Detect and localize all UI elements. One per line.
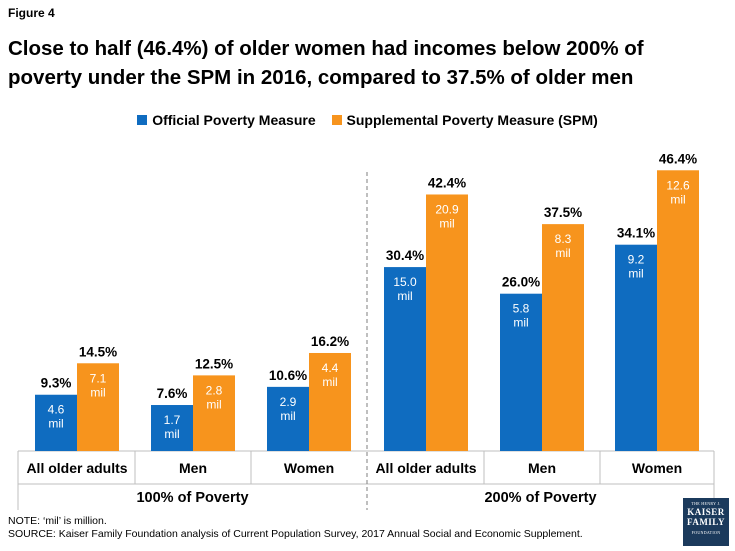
count-label-spm-0: 7.1 bbox=[90, 371, 107, 385]
group-label-1: 200% of Poverty bbox=[484, 490, 596, 506]
bar-spm-1 bbox=[193, 375, 235, 451]
chart-title-line-1: Close to half (46.4%) of older women had… bbox=[8, 37, 644, 60]
bar-spm-0 bbox=[77, 363, 119, 451]
note-text: NOTE: ‘mil’ is million. bbox=[8, 515, 107, 527]
value-label-official-3: 30.4% bbox=[386, 248, 424, 263]
bar-spm-5 bbox=[657, 170, 699, 451]
value-label-spm-2: 16.2% bbox=[311, 334, 349, 349]
legend-swatch-official bbox=[137, 115, 148, 125]
bar-official-4 bbox=[500, 293, 542, 451]
count-label-official-2: 2.9 bbox=[280, 395, 297, 409]
count-label-spm-5: 12.6 bbox=[666, 178, 690, 192]
count-label-official-0: 4.6 bbox=[48, 403, 65, 417]
count-unit-official-4: mil bbox=[513, 316, 528, 330]
count-unit-spm-5: mil bbox=[670, 192, 685, 206]
value-label-official-4: 26.0% bbox=[502, 275, 540, 290]
value-label-spm-5: 46.4% bbox=[659, 151, 697, 166]
category-label-0: All older adults bbox=[26, 460, 127, 476]
count-label-official-1: 1.7 bbox=[164, 413, 181, 427]
bar-official-0 bbox=[35, 394, 77, 451]
value-label-official-0: 9.3% bbox=[41, 376, 72, 391]
count-unit-spm-4: mil bbox=[555, 246, 570, 260]
count-unit-official-1: mil bbox=[164, 427, 179, 441]
count-label-spm-3: 20.9 bbox=[435, 202, 459, 216]
count-label-official-3: 15.0 bbox=[393, 275, 417, 289]
count-unit-official-0: mil bbox=[48, 417, 63, 431]
legend-item-spm: Supplemental Poverty Measure (SPM) bbox=[331, 112, 598, 128]
count-label-official-4: 5.8 bbox=[513, 302, 530, 316]
bar-official-3 bbox=[384, 267, 426, 451]
bar-official-1 bbox=[151, 405, 193, 451]
count-label-spm-1: 2.8 bbox=[206, 383, 223, 397]
bar-official-5 bbox=[615, 244, 657, 451]
bar-official-2 bbox=[267, 386, 309, 451]
chart-title: Close to half (46.4%) of older women had… bbox=[8, 34, 728, 92]
value-label-spm-3: 42.4% bbox=[428, 175, 466, 190]
value-label-spm-1: 12.5% bbox=[195, 356, 233, 371]
logo-line-2: KAISER bbox=[687, 507, 725, 517]
value-label-official-2: 10.6% bbox=[269, 368, 307, 383]
kff-logo: THE HENRY J. KAISER FAMILY FOUNDATION bbox=[683, 498, 729, 546]
legend-item-official: Official Poverty Measure bbox=[137, 112, 316, 128]
count-unit-spm-1: mil bbox=[206, 397, 221, 411]
chart-legend: Official Poverty Measure Supplemental Po… bbox=[0, 112, 735, 128]
figure-label: Figure 4 bbox=[8, 6, 55, 20]
logo-line-1: THE HENRY J. bbox=[691, 501, 721, 506]
bar-spm-4 bbox=[542, 224, 584, 451]
source-text: SOURCE: Kaiser Family Foundation analysi… bbox=[8, 528, 583, 540]
count-unit-spm-2: mil bbox=[322, 375, 337, 389]
category-label-2: Women bbox=[284, 460, 334, 476]
logo-line-3: FAMILY bbox=[686, 517, 725, 527]
group-label-0: 100% of Poverty bbox=[136, 490, 248, 506]
value-label-official-5: 34.1% bbox=[617, 226, 655, 241]
count-unit-official-5: mil bbox=[628, 267, 643, 281]
value-label-spm-0: 14.5% bbox=[79, 344, 117, 359]
count-unit-official-3: mil bbox=[397, 289, 412, 303]
category-label-1: Men bbox=[179, 460, 207, 476]
bar-spm-3 bbox=[426, 194, 468, 452]
legend-swatch-spm bbox=[331, 115, 342, 125]
count-label-spm-2: 4.4 bbox=[322, 361, 339, 375]
legend-label-spm: Supplemental Poverty Measure (SPM) bbox=[346, 112, 598, 128]
count-unit-spm-3: mil bbox=[439, 216, 454, 230]
value-label-official-1: 7.6% bbox=[157, 386, 188, 401]
count-label-spm-4: 8.3 bbox=[555, 232, 572, 246]
value-label-spm-4: 37.5% bbox=[544, 205, 582, 220]
category-label-5: Women bbox=[632, 460, 682, 476]
footnote: NOTE: ‘mil’ is million. SOURCE: Kaiser F… bbox=[8, 515, 583, 541]
category-label-4: Men bbox=[528, 460, 556, 476]
chart-title-line-2: poverty under the SPM in 2016, compared … bbox=[8, 66, 634, 89]
logo-line-4: FOUNDATION bbox=[691, 530, 721, 535]
count-unit-official-2: mil bbox=[280, 409, 295, 423]
legend-label-official: Official Poverty Measure bbox=[152, 112, 316, 128]
category-label-3: All older adults bbox=[375, 460, 476, 476]
bar-spm-2 bbox=[309, 352, 351, 451]
count-label-official-5: 9.2 bbox=[628, 253, 645, 267]
count-unit-spm-0: mil bbox=[90, 385, 105, 399]
